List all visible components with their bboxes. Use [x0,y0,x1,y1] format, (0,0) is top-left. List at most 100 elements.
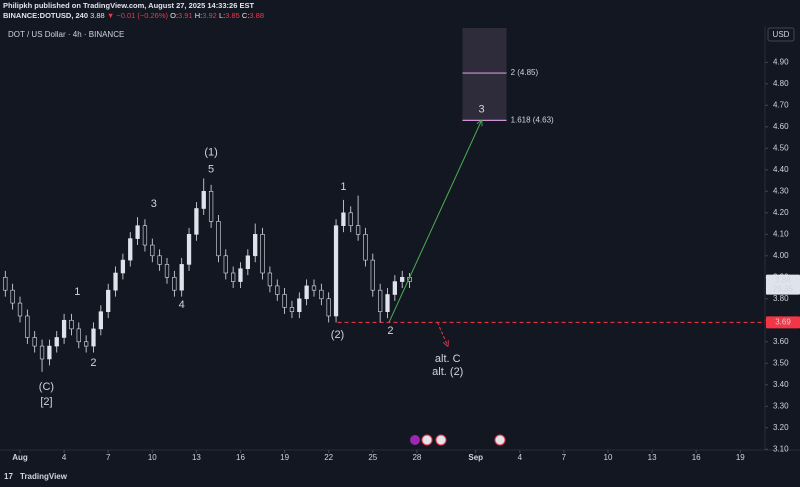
brand-logo: 17 [4,472,13,481]
candle-body [157,255,162,265]
candle-body [385,294,390,312]
countdown: 26:35 [773,285,794,294]
candle-body [179,264,184,291]
x-tick-label: 10 [148,453,157,462]
x-tick-label: 19 [280,453,289,462]
projection-box [462,27,507,121]
candle-body [84,341,89,347]
candle-body [25,315,30,338]
candle-body [400,276,405,282]
y-tick-label: 3.80 [773,294,789,303]
change: ▼ −0.01 (−0.26%) [107,11,169,20]
x-tick-label: 4 [62,453,67,462]
last: 3.88 [90,11,105,20]
event-icon[interactable] [494,434,506,446]
x-tick-label: 16 [692,453,701,462]
wave-label: alt. (2) [432,366,463,378]
target-arrow [388,120,482,323]
candle-body [348,212,353,227]
candle-body [98,311,103,330]
x-tick-label: 25 [368,453,377,462]
y-tick-label: 3.40 [773,380,789,389]
candle-body [32,337,37,347]
candle-body [91,328,96,347]
h: 3.92 [202,11,217,20]
candle-body [223,255,228,274]
candle-body [47,345,52,360]
x-tick-label: 16 [236,453,245,462]
wave-label: 5 [208,164,214,176]
c-label: C: [242,11,250,20]
x-tick-label: 13 [648,453,657,462]
currency-box [767,27,795,42]
wave-label: 4 [179,299,185,311]
wave-label: (C) [39,381,54,393]
candle-body [267,272,273,287]
candle-body [231,272,236,282]
x-tick-label: 13 [192,453,201,462]
y-tick-label: 4.60 [773,122,789,131]
event-icon[interactable] [421,434,433,446]
candle-body [275,285,280,295]
y-tick-label: 4.30 [773,186,789,195]
candle-body [106,289,111,312]
symbol: BINANCE:DOTUSD, 240 [3,11,88,20]
candle-body [142,225,148,246]
x-tick-label: 10 [604,453,613,462]
fib-label: 1.618 (4.63) [511,115,554,124]
event-icon[interactable] [410,435,420,445]
candle-body [17,302,23,317]
candle-body [216,221,221,257]
candle-body [319,289,324,300]
wave-label: 2 [387,325,393,337]
candle-body [76,328,81,343]
wave-label: 1 [340,181,346,193]
candle-body [194,208,199,235]
x-tick-label: 7 [562,453,567,462]
candle-body [311,285,317,291]
y-tick-label: 3.10 [773,444,789,453]
x-tick-label: 7 [106,453,111,462]
wave-label: [2] [40,396,52,408]
candle-body [128,238,133,261]
y-tick-label: 3.60 [773,337,789,346]
last-price-box [766,274,800,295]
y-tick-label: 4.90 [773,57,789,66]
currency: USD [773,30,790,39]
candle-body [355,225,361,235]
o: 3.91 [178,11,193,20]
x-tick-label: Aug [12,453,28,462]
c: 3.88 [249,11,264,20]
event-icon[interactable] [435,434,447,446]
h-label: H: [195,11,203,20]
wave-label: (2) [331,329,344,341]
candle-body [370,259,375,291]
x-tick-label: 4 [518,453,523,462]
candle-body [39,345,45,360]
candle-body [10,289,15,304]
footer [0,467,800,487]
candle-body [61,319,67,338]
candle-body [113,272,118,291]
x-tick-label: 22 [324,453,333,462]
wave-label: 1 [74,286,80,298]
y-tick-label: 4.80 [773,79,789,88]
candle-body [54,337,59,347]
candle-body [326,298,331,317]
x-tick-label: 19 [736,453,745,462]
y-tick-label: 4.40 [773,165,789,174]
chart-title: DOT / US Dollar · 4h · BINANCE [8,30,124,39]
brand: TradingView [20,472,68,481]
y-tick-label: 3.30 [773,401,789,410]
candle-body [135,225,140,239]
candle-body [333,225,339,317]
candle-body [186,233,192,265]
candle-body [245,255,250,269]
y-tick-label: 3.20 [773,423,789,432]
candle-body [282,294,287,308]
published: Philipkh published on TradingView.com, A… [3,1,254,10]
candle-body [120,259,126,274]
candle-body [304,285,309,300]
